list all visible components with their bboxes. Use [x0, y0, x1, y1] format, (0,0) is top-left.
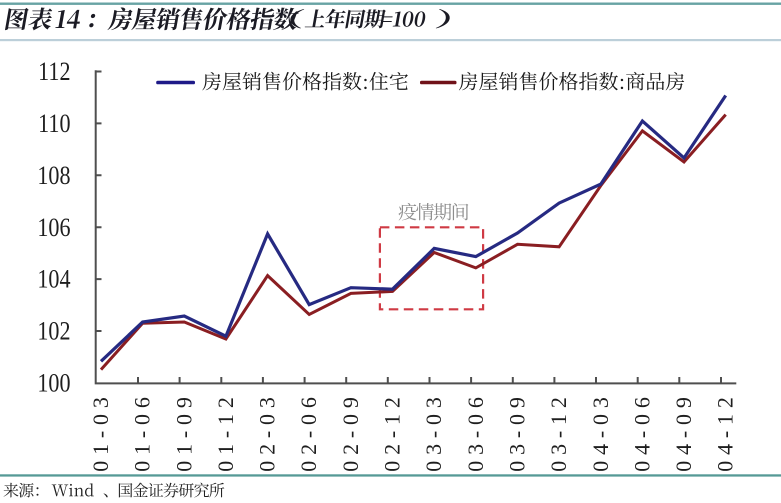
- svg-text:01-09: 01-09: [171, 391, 196, 471]
- svg-text:02-12: 02-12: [380, 391, 405, 471]
- svg-text:01-06: 01-06: [130, 391, 155, 471]
- svg-text:100: 100: [37, 370, 70, 398]
- svg-text:04-06: 04-06: [629, 391, 654, 471]
- svg-text:02-06: 02-06: [296, 391, 321, 471]
- svg-text:03-03: 03-03: [421, 391, 446, 471]
- svg-text:02-03: 02-03: [255, 391, 280, 471]
- svg-text:102: 102: [37, 318, 70, 346]
- svg-text:04-12: 04-12: [713, 391, 738, 471]
- svg-text:03-06: 03-06: [463, 391, 488, 471]
- svg-text:03-12: 03-12: [546, 391, 571, 471]
- svg-text:104: 104: [37, 266, 70, 294]
- svg-text:04-09: 04-09: [671, 391, 696, 471]
- svg-text:01-12: 01-12: [213, 391, 238, 471]
- svg-text:01-03: 01-03: [88, 391, 113, 471]
- svg-text:106: 106: [37, 214, 70, 242]
- svg-text:02-09: 02-09: [338, 391, 363, 471]
- svg-text:110: 110: [38, 110, 70, 138]
- svg-text:108: 108: [37, 162, 70, 190]
- svg-text:04-03: 04-03: [588, 391, 613, 471]
- svg-text:112: 112: [38, 59, 70, 87]
- svg-text:03-09: 03-09: [505, 391, 530, 471]
